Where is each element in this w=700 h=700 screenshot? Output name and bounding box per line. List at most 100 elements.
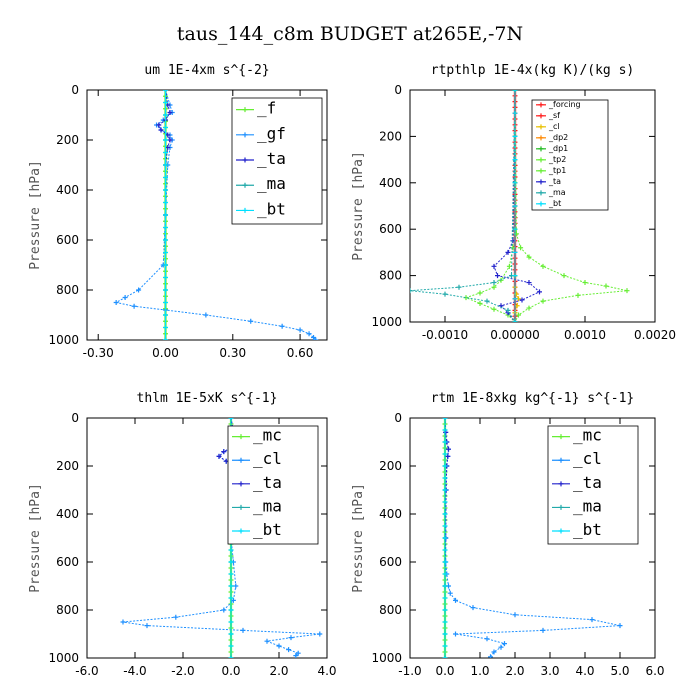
data-point	[228, 607, 234, 613]
data-point	[442, 291, 448, 297]
legend: _mc _cl _ta _ma _bt	[547, 425, 639, 545]
data-point	[526, 280, 532, 286]
legend-marker	[538, 179, 544, 185]
data-point	[456, 284, 462, 290]
data-point	[442, 559, 448, 565]
legend-marker	[242, 207, 248, 213]
series-group	[410, 90, 630, 322]
legend-marker	[558, 504, 564, 510]
data-point	[163, 137, 169, 143]
data-point	[240, 627, 246, 633]
data-point	[624, 288, 630, 294]
legend-marker	[242, 182, 248, 188]
data-point	[279, 323, 285, 329]
data-point	[163, 237, 169, 243]
y-tick-label: 600	[56, 233, 79, 247]
data-point	[442, 499, 448, 505]
data-point	[491, 263, 497, 269]
legend-label: _f	[257, 99, 276, 118]
data-point	[519, 297, 525, 303]
y-tick-label: 200	[56, 459, 79, 473]
legend-marker	[558, 528, 564, 534]
legend-marker	[238, 504, 244, 510]
y-tick-label: 200	[56, 133, 79, 147]
legend-label: _ma	[548, 188, 566, 197]
x-tick-label: 2.0	[505, 664, 524, 678]
legend-marker	[538, 168, 544, 174]
data-point	[582, 280, 588, 286]
data-point	[163, 337, 169, 340]
data-point	[470, 605, 476, 611]
x-tick-label: 6.0	[645, 664, 664, 678]
data-point	[512, 612, 518, 618]
data-point	[163, 225, 169, 230]
panel-title: rtpthlp 1E-4x(kg K)/(kg s)	[431, 63, 635, 78]
data-point	[158, 127, 164, 133]
data-point	[447, 590, 453, 596]
data-point	[136, 287, 142, 293]
data-point	[288, 635, 294, 641]
data-point	[442, 643, 448, 649]
data-point	[442, 631, 448, 637]
series-group	[442, 418, 623, 658]
data-point	[495, 273, 500, 279]
data-point	[488, 654, 493, 658]
data-point	[228, 547, 234, 553]
data-point	[512, 110, 518, 116]
panel-2: rtpthlp 1E-4x(kg K)/(kg s) 0 200 400 600 800 1…	[351, 63, 676, 342]
data-point	[163, 90, 169, 93]
legend-marker	[538, 113, 544, 119]
data-point	[442, 595, 448, 601]
panel-3: thlm 1E-5xK s^{-1} 0 200 400 600 800 1000-6.0 -…	[28, 391, 337, 678]
legend-marker	[538, 201, 544, 207]
figure-title: taus_144_c8m BUDGET at265E,-7N	[177, 23, 523, 45]
y-tick-label: 0	[71, 83, 79, 97]
data-point	[516, 312, 521, 318]
data-point	[442, 619, 448, 625]
panel-4: rtm 1E-8xkg kg^{-1} s^{-1} 0 200 400 600 800 1…	[351, 391, 665, 678]
data-point	[228, 559, 234, 565]
data-point	[491, 280, 497, 286]
data-point	[163, 100, 169, 105]
data-point	[216, 453, 222, 459]
data-point	[221, 607, 227, 613]
data-point	[163, 250, 169, 255]
data-point	[442, 439, 448, 445]
legend-marker	[238, 434, 244, 440]
x-tick-label: 0.00000	[490, 328, 540, 342]
legend-label: _ma	[253, 496, 282, 515]
y-tick-label: 600	[379, 555, 402, 569]
data-point	[512, 203, 518, 209]
x-tick-label: 0.60	[287, 346, 314, 360]
legend-label: _tp2	[548, 155, 566, 164]
legend-label: _dp2	[548, 133, 568, 142]
x-tick-label: 0.0020	[634, 328, 676, 342]
data-point	[248, 318, 254, 324]
data-point	[540, 298, 546, 304]
y-tick-label: 800	[379, 269, 402, 283]
plot-frame	[86, 417, 328, 659]
data-point	[295, 650, 301, 656]
legend-box	[547, 425, 639, 545]
data-point	[276, 643, 282, 649]
panel-1: um 1E-4xm s^{-2} 0 200 400 600 800 1000 -0.30 0.…	[28, 63, 328, 360]
data-point	[484, 636, 490, 642]
y-tick-label: 1000	[371, 315, 402, 329]
legend-box	[231, 97, 323, 225]
legend-marker	[558, 457, 564, 463]
data-point	[313, 337, 319, 340]
legend-marker	[238, 481, 244, 487]
data-point	[163, 175, 169, 180]
legend-label: _bt	[253, 520, 282, 539]
legend-label: _ta	[548, 177, 561, 186]
x-tick-label: 1.0	[470, 664, 489, 678]
data-point	[617, 623, 623, 629]
data-point	[512, 180, 518, 186]
data-point	[163, 162, 169, 168]
data-point	[167, 137, 173, 143]
data-point	[173, 614, 179, 620]
legend-label: _gf	[257, 124, 286, 143]
legend-label: _bt	[548, 199, 561, 208]
data-point	[505, 249, 511, 255]
